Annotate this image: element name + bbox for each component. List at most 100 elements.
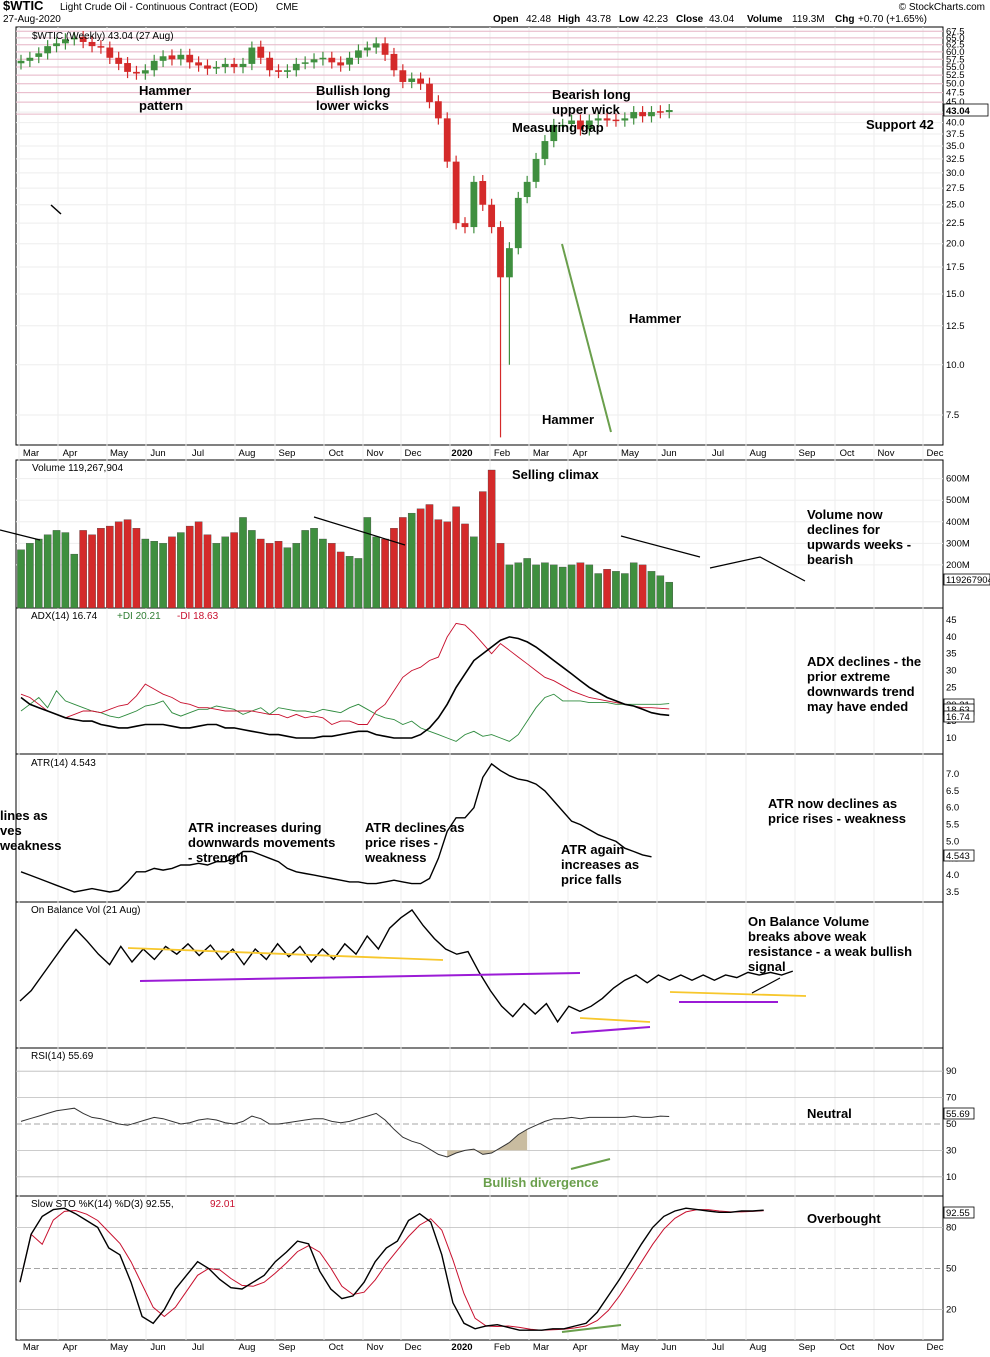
price-tick-label: 15.0 (946, 289, 965, 300)
volume-bar (452, 506, 460, 609)
candle-body (177, 54, 185, 60)
volume-badge: 119267904 (946, 575, 990, 586)
month-label: Dec (927, 448, 944, 459)
note-hammer-pattern-1: Hammer (139, 83, 191, 98)
price-candles (17, 31, 673, 438)
note-atr-left-1: lines as (0, 808, 48, 823)
sto-d-line (19, 1209, 764, 1331)
volume-bar (230, 532, 238, 609)
month-label: May (621, 448, 639, 459)
month-label: Oct (329, 1342, 344, 1353)
candle-body (648, 112, 655, 117)
candle-body (550, 124, 558, 142)
note-adx-1: ADX declines - the (807, 654, 921, 669)
volume-bar (621, 573, 629, 609)
candle-body (363, 47, 371, 51)
note-atr-left-2: ves (0, 823, 22, 838)
volume-badge-box (943, 573, 990, 586)
panel-frames (15, 26, 944, 1341)
month-label: Jun (150, 448, 165, 459)
chg-value: +0.70 (+1.65%) (858, 14, 927, 25)
volume-bar (221, 536, 229, 609)
month-label: Jun (661, 1342, 676, 1353)
volume-bar (372, 536, 380, 609)
candle-body (17, 60, 25, 64)
month-label: 2020 (451, 1342, 472, 1353)
volume-bar (567, 564, 576, 609)
month-label: Oct (840, 1342, 855, 1353)
price-tick-label: 12.5 (946, 321, 965, 332)
volume-bars (17, 469, 673, 609)
rsi-tick-label: 50 (946, 1119, 957, 1130)
month-label: Apr (573, 1342, 588, 1353)
month-label: Aug (239, 1342, 256, 1353)
rsi-divergence-line (570, 1158, 611, 1170)
month-label: Jun (150, 1342, 165, 1353)
sto-tick-label: 80 (946, 1222, 957, 1233)
volume-trendline (313, 516, 406, 546)
stray-stroke (50, 204, 62, 215)
month-label: May (110, 1342, 128, 1353)
price-tick-label: 62.5 (946, 40, 965, 51)
adx-tick-label: 10 (946, 733, 957, 744)
note-rsi-neutral: Neutral (807, 1106, 852, 1121)
volume-bar (194, 521, 203, 609)
rsi-panel (15, 1047, 944, 1197)
candle-body (497, 227, 504, 278)
close-value: 43.04 (709, 14, 734, 25)
candle-body (79, 37, 87, 42)
volume-bar (265, 543, 274, 609)
adx-plus-di: +DI 20.21 (117, 611, 161, 622)
note-atr-dec-2: price rises - (365, 835, 438, 850)
candle-body (585, 120, 593, 130)
candle-body (124, 63, 131, 72)
volume-bar (114, 521, 123, 609)
volume-trendline (0, 529, 41, 541)
volume-bar (363, 517, 372, 609)
month-label: May (621, 1342, 639, 1353)
candle-body (328, 57, 336, 63)
price-tick-label: 27.5 (946, 183, 965, 194)
note-bearish-wick-2: upper wick (552, 102, 621, 117)
volume-trendline (709, 556, 806, 582)
note-adx-2: prior extreme (807, 669, 890, 684)
chart-name: Light Crude Oil - Continuous Contract (E… (60, 2, 258, 13)
volume-bar (150, 541, 158, 609)
month-label: Sep (279, 448, 296, 459)
annotations: Hammer pattern Bullish long lower wicks … (0, 83, 934, 1226)
atr-title: ATR(14) 4.543 (31, 758, 96, 769)
watermark: © StockCharts.com (899, 2, 985, 13)
month-label: Nov (878, 1342, 895, 1353)
volume-bar (132, 528, 141, 609)
price-tick-label: 55.0 (946, 62, 965, 73)
volume-bar (470, 536, 478, 609)
candle-body (372, 43, 380, 48)
rsi-tick-label: 30 (946, 1145, 957, 1156)
candle-body (292, 63, 300, 71)
chart-header: $WTIC Light Crude Oil - Continuous Contr… (3, 0, 985, 25)
candle-body (70, 37, 78, 40)
note-atr-inc-1: ATR increases during (188, 820, 321, 835)
volume-bar (123, 519, 132, 609)
month-label: 2020 (451, 448, 472, 459)
rsi-line (20, 1107, 670, 1158)
volume-bar (52, 530, 61, 609)
candle-body (53, 43, 60, 47)
candle-body (656, 111, 664, 113)
volume-bar (603, 569, 611, 609)
month-label: Dec (405, 448, 422, 459)
volume-bar (292, 543, 301, 609)
candle-body (97, 46, 105, 48)
volume-bar (26, 543, 34, 609)
note-selling-climax: Selling climax (512, 467, 599, 482)
month-label: Mar (23, 1342, 39, 1353)
obv-resistance-line (669, 991, 807, 997)
month-label: Jul (192, 448, 204, 459)
candle-body (639, 112, 646, 117)
candle-body (204, 65, 211, 69)
candle-body (319, 57, 327, 60)
volume-bar (97, 528, 105, 609)
volume-bar (177, 532, 185, 609)
volume-bar (629, 562, 638, 609)
